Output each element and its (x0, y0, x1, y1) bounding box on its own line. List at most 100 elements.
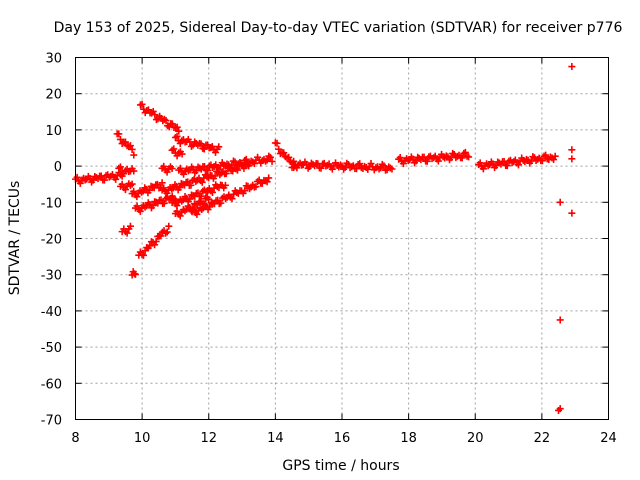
data-point (458, 154, 466, 162)
data-point (215, 143, 223, 151)
data-point (168, 165, 176, 173)
data-point (136, 207, 144, 215)
data-point (265, 174, 273, 182)
data-point (146, 242, 154, 250)
data-point (194, 189, 202, 197)
data-point (184, 178, 192, 186)
data-point (112, 175, 120, 183)
data-point (116, 163, 124, 171)
data-point (328, 165, 336, 173)
x-tick-label: 18 (400, 431, 417, 446)
data-point (121, 186, 129, 194)
data-point (163, 228, 171, 236)
data-point (133, 193, 141, 201)
data-point (176, 212, 184, 220)
data-point (157, 196, 165, 204)
data-point (228, 195, 236, 203)
data-point (130, 167, 138, 175)
data-point (162, 117, 170, 125)
data-point (555, 406, 563, 414)
data-point (503, 162, 511, 170)
data-point (178, 150, 186, 158)
data-point (158, 179, 166, 187)
y-axis-title: SDTVAR / TECUs (7, 181, 23, 296)
x-tick-label: 8 (71, 431, 79, 446)
data-point (170, 145, 178, 153)
data-point (241, 187, 249, 195)
data-point (317, 164, 325, 172)
data-point (187, 181, 195, 189)
data-point (568, 209, 576, 217)
data-point (273, 139, 281, 147)
y-tick-label: -60 (41, 377, 62, 392)
x-tick-label: 20 (467, 431, 484, 446)
data-point (252, 183, 260, 191)
x-tick-label: 24 (600, 431, 617, 446)
data-points (72, 63, 576, 414)
data-point (126, 142, 134, 150)
data-point (138, 100, 146, 108)
data-point (556, 316, 564, 324)
data-point (217, 199, 225, 207)
data-point (128, 180, 136, 188)
data-point (186, 195, 194, 203)
data-point (380, 162, 388, 170)
data-point (263, 178, 271, 186)
x-tick-label: 12 (200, 431, 217, 446)
data-point (461, 148, 469, 156)
data-point (100, 176, 108, 184)
data-point (131, 270, 139, 278)
data-point (128, 145, 136, 153)
data-point (152, 237, 160, 245)
data-point (221, 181, 229, 189)
data-point (176, 164, 184, 172)
data-point (197, 140, 205, 148)
data-point (193, 210, 201, 218)
y-tick-label: 10 (45, 124, 62, 139)
axis-ticks: 8 10 12 14 16 18 20 22 24 -70 -60 -50 -40 -30 -20 -10 0 1… (41, 52, 617, 447)
y-tick-label: -50 (41, 341, 62, 356)
data-point (568, 146, 576, 154)
data-point (121, 138, 129, 146)
data-point (396, 153, 404, 161)
data-point (198, 178, 206, 186)
data-point (266, 153, 274, 161)
y-tick-label: -10 (41, 196, 62, 211)
data-point (514, 161, 522, 169)
data-point (115, 130, 123, 138)
data-point (242, 155, 250, 163)
data-point (200, 145, 208, 153)
data-point (151, 111, 159, 119)
data-point (165, 222, 173, 230)
data-point (465, 153, 473, 161)
data-point (206, 203, 214, 211)
data-point (280, 149, 288, 157)
data-point (123, 229, 131, 237)
data-point (160, 162, 168, 170)
data-point (204, 166, 212, 174)
data-point (73, 173, 81, 181)
data-point (275, 145, 283, 153)
data-point (353, 165, 361, 173)
data-point (197, 192, 205, 200)
data-point (140, 251, 148, 259)
data-point (568, 63, 576, 71)
data-point (434, 157, 442, 165)
x-tick-label: 10 (134, 431, 151, 446)
data-point (268, 157, 276, 165)
data-point (285, 153, 293, 161)
data-point (173, 123, 181, 131)
data-point (208, 188, 216, 196)
data-point (176, 184, 184, 192)
y-tick-label: 20 (45, 88, 62, 103)
data-point (538, 157, 546, 165)
data-point (556, 198, 564, 206)
data-point (173, 132, 181, 140)
y-tick-label: -20 (41, 233, 62, 248)
data-point (245, 162, 253, 170)
data-point (290, 157, 298, 165)
data-point (130, 151, 138, 159)
y-tick-label: 30 (45, 52, 62, 67)
plot-frame (75, 57, 609, 420)
